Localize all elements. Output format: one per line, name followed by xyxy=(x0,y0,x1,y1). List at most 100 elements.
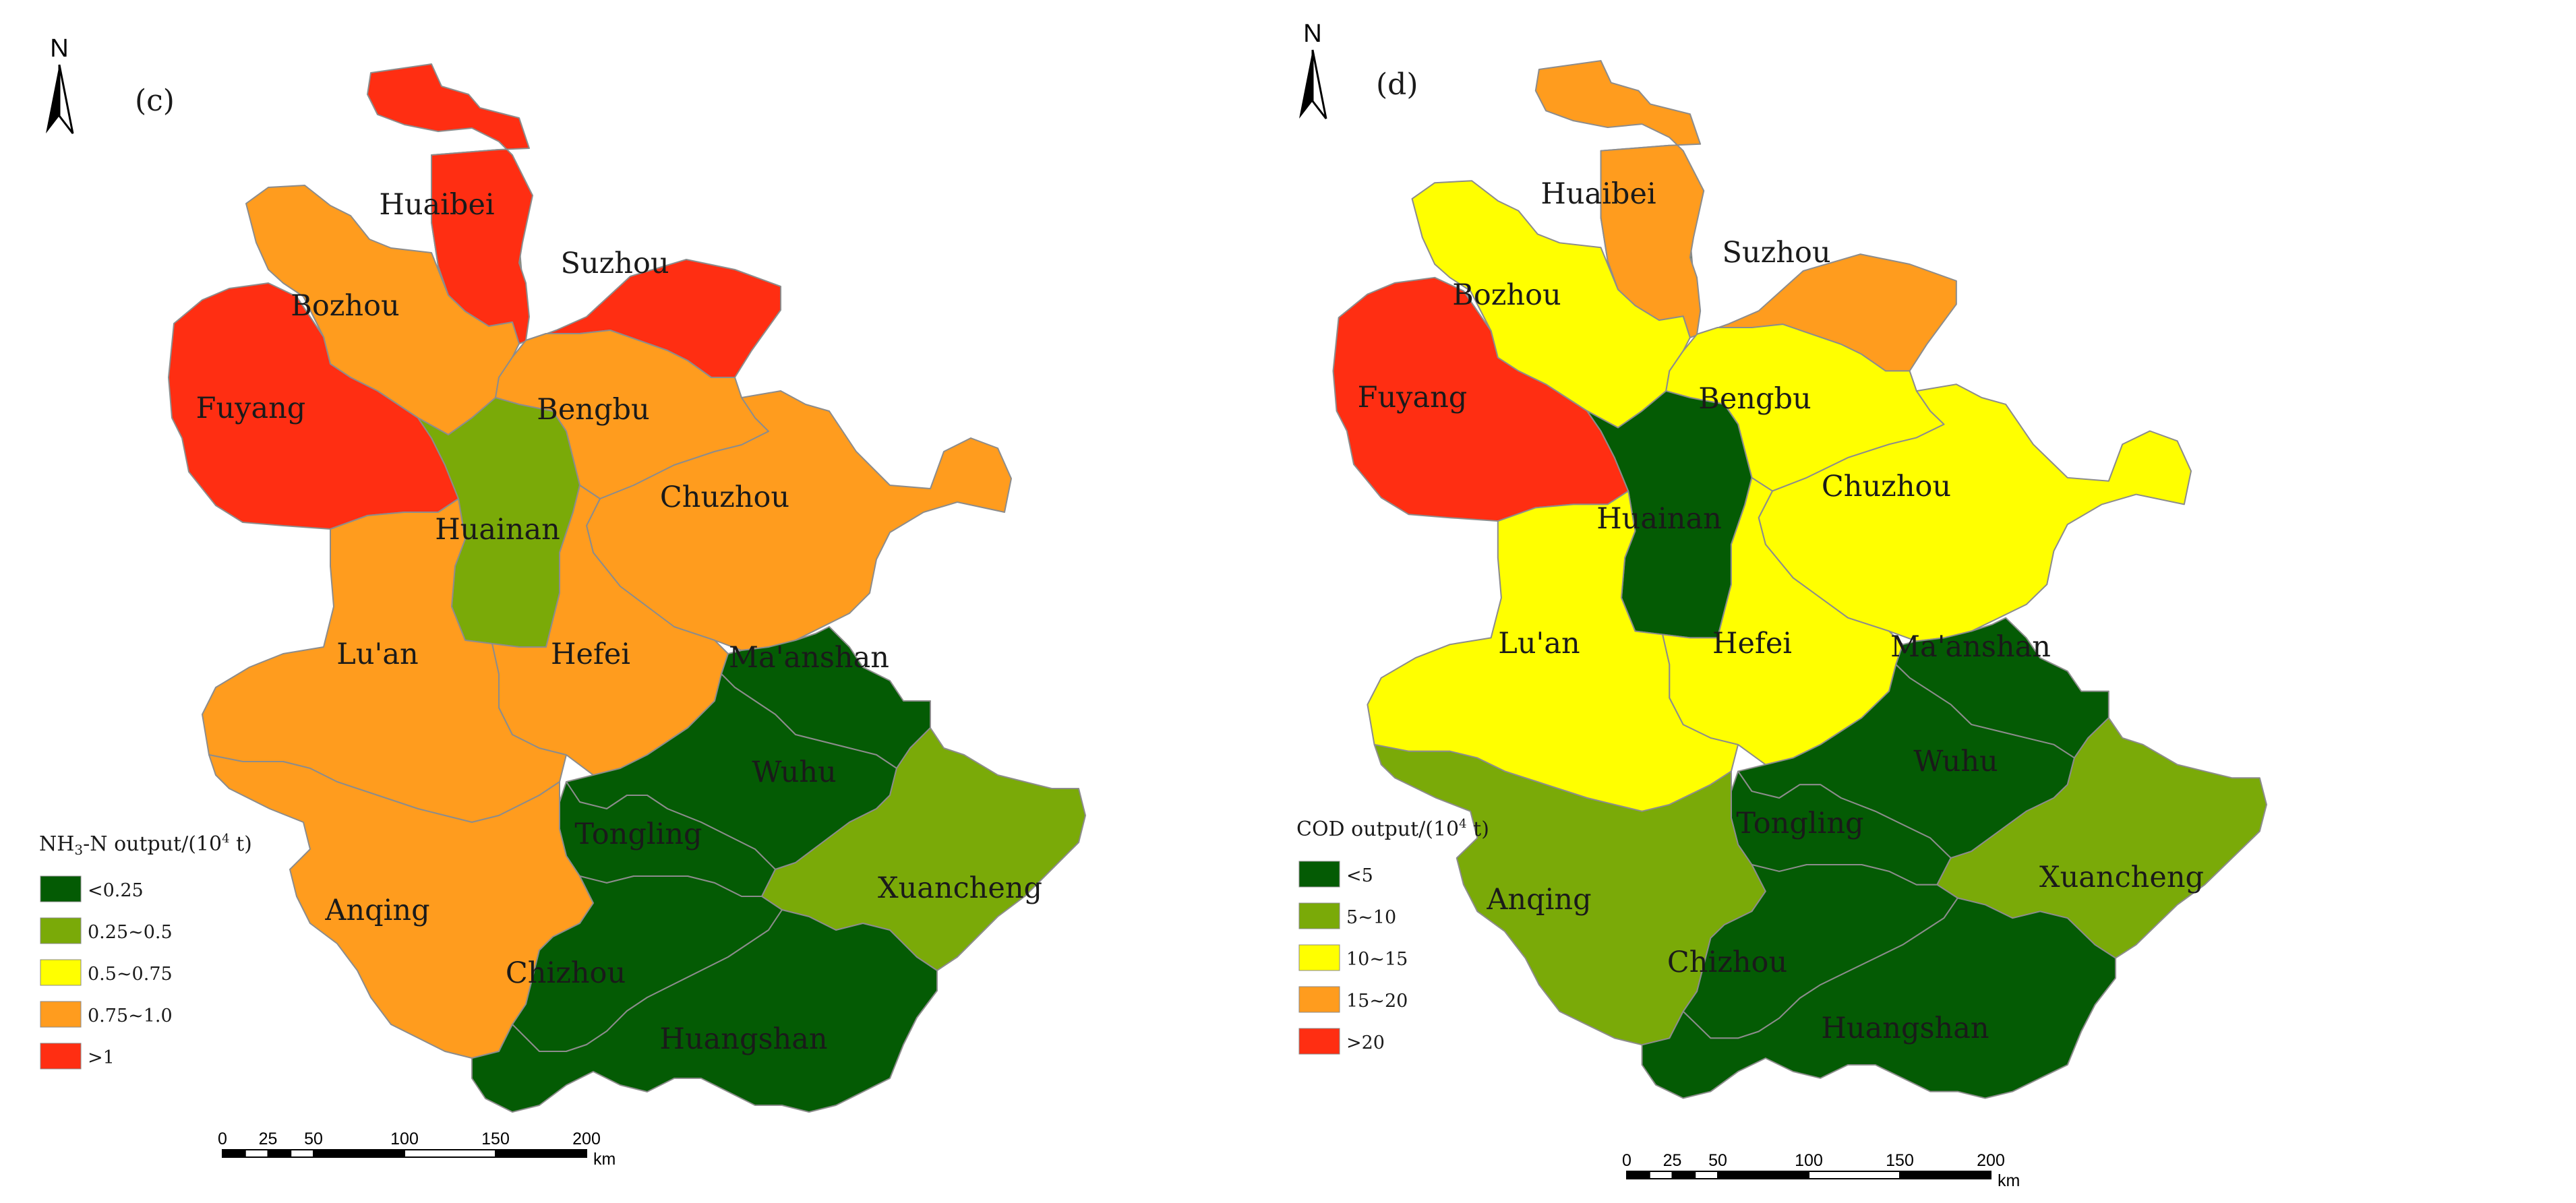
region-label-xuancheng: Xuancheng xyxy=(2039,861,2204,894)
region-label-fuyang: Fuyang xyxy=(196,392,306,425)
region-chuzhou xyxy=(1758,383,2192,642)
scale-bar-tick: 150 xyxy=(1886,1151,1914,1170)
region-label-ma-anshan: Ma'anshan xyxy=(729,641,889,675)
scale-bar-segment xyxy=(1808,1171,1900,1179)
region-label-tongling: Tongling xyxy=(574,818,702,851)
legend-swatch xyxy=(40,959,82,986)
region-label-wuhu: Wuhu xyxy=(752,755,837,789)
scale-bar-tick: 50 xyxy=(304,1130,323,1148)
region-label-ma-anshan: Ma'anshan xyxy=(1890,630,2051,664)
scale-bar-segment xyxy=(222,1149,246,1158)
region-label-lu-an: Lu'an xyxy=(336,638,418,671)
region-xuancheng xyxy=(761,727,1086,971)
scale-bar-segment xyxy=(1626,1171,1650,1179)
legend-items: <0.25 0.25~0.5 0.5~0.75 0.75~1.0 >1 xyxy=(40,875,173,1070)
legend-label: <0.25 xyxy=(88,880,144,901)
region-label-lu-an: Lu'an xyxy=(1498,627,1580,660)
north-arrow-icon: N xyxy=(1299,20,1327,119)
legend-swatch xyxy=(40,875,82,902)
region-label-chizhou: Chizhou xyxy=(506,956,626,990)
north-arrow-icon: N xyxy=(46,34,74,134)
legend-title: NH3-N output/(104 t) xyxy=(39,832,252,858)
region-label-xuancheng: Xuancheng xyxy=(878,871,1042,905)
region-xuancheng xyxy=(1936,717,2267,959)
scale-bar-tick: 200 xyxy=(572,1130,601,1148)
legend-label: <5 xyxy=(1346,865,1373,886)
region-label-huainan: Huainan xyxy=(435,513,560,547)
legend-label: 0.25~0.5 xyxy=(88,922,173,943)
scale-bar-tick: 100 xyxy=(1795,1151,1823,1170)
legend-items: <5 5~10 10~15 15~20 >20 xyxy=(1298,861,1408,1055)
north-arrow-letter: N xyxy=(1303,20,1321,48)
region-label-bengbu: Bengbu xyxy=(1698,382,1811,416)
region-label-huangshan: Huangshan xyxy=(1821,1012,1989,1045)
legend-swatch xyxy=(1298,861,1340,888)
region-label-fuyang: Fuyang xyxy=(1358,381,1468,414)
legend-label: >1 xyxy=(88,1047,115,1068)
map-panel-d: N (d) Huaibei Suzhou Bozhou Fuyang Bengbu Hua… xyxy=(1288,0,2576,1203)
region-label-huaibei: Huaibei xyxy=(379,188,494,222)
legend-swatch xyxy=(40,1043,82,1070)
scale-bar-tick: 25 xyxy=(259,1130,278,1148)
region-label-bozhou: Bozhou xyxy=(1452,278,1561,312)
map-panel-c: N (c) Huaibei Suzhou Bozhou Fuyang Bengbu Hua… xyxy=(39,34,1086,1169)
scale-bar-segment xyxy=(1648,1171,1673,1179)
legend-label: 5~10 xyxy=(1346,907,1396,928)
scale-bar-tick: 150 xyxy=(481,1130,510,1148)
scale-bar-segment xyxy=(1899,1171,1991,1179)
legend-label: >20 xyxy=(1346,1032,1385,1053)
legend-label: 0.75~1.0 xyxy=(88,1006,173,1026)
legend: COD output/(104 t) <5 5~10 10~15 15~20 >20 xyxy=(1296,817,1489,1055)
region-huangshan xyxy=(471,909,938,1113)
legend-swatch xyxy=(1298,1028,1340,1055)
region-label-suzhou: Suzhou xyxy=(1722,236,1830,270)
region-label-huainan: Huainan xyxy=(1596,502,1722,536)
region-label-hefei: Hefei xyxy=(1712,627,1792,660)
legend-swatch xyxy=(1298,986,1340,1013)
legend-label: 0.5~0.75 xyxy=(88,964,173,985)
region-suzhou xyxy=(1534,60,1957,372)
region-label-layer: Huaibei Suzhou Bozhou Fuyang Bengbu Huainan Ch… xyxy=(196,188,1042,1056)
region-label-chuzhou: Chuzhou xyxy=(1822,470,1951,503)
panel-label: (c) xyxy=(135,84,175,118)
region-label-hefei: Hefei xyxy=(551,638,630,671)
legend: NH3-N output/(104 t) <0.25 0.25~0.5 0.5~0.… xyxy=(39,832,252,1070)
region-label-chizhou: Chizhou xyxy=(1667,946,1787,979)
legend-title: COD output/(104 t) xyxy=(1296,817,1489,841)
scale-bar-tick: 0 xyxy=(218,1130,227,1148)
region-label-anqing: Anqing xyxy=(324,894,429,927)
region-huangshan xyxy=(1641,897,2117,1099)
region-hefei xyxy=(1662,476,1904,766)
region-chuzhou xyxy=(586,390,1012,651)
scale-bar-segment xyxy=(267,1149,292,1158)
scale-bar-tick: 50 xyxy=(1708,1151,1727,1170)
scale-bar-segment xyxy=(1671,1171,1696,1179)
scale-bar-tick: 100 xyxy=(390,1130,419,1148)
region-layer xyxy=(1332,60,2267,1099)
region-label-tongling: Tongling xyxy=(1736,807,1863,840)
scale-bar-tick: 200 xyxy=(1977,1151,2005,1170)
legend-swatch xyxy=(40,1001,82,1028)
region-suzhou xyxy=(367,63,781,378)
scale-bar-segment xyxy=(404,1149,496,1158)
scale-bar-segment xyxy=(495,1149,587,1158)
region-layer xyxy=(168,63,1086,1113)
scale-bar-segment xyxy=(1694,1171,1718,1179)
scale-bar-segment xyxy=(1717,1171,1809,1179)
region-label-wuhu: Wuhu xyxy=(1913,745,1998,778)
legend-label: 10~15 xyxy=(1346,949,1408,970)
region-label-huangshan: Huangshan xyxy=(659,1022,827,1056)
scale-bar-tick: 25 xyxy=(1663,1151,1682,1170)
scale-bar-tick: 0 xyxy=(1622,1151,1631,1170)
scale-bar-segment xyxy=(244,1149,269,1158)
legend-swatch xyxy=(40,917,82,944)
region-label-suzhou: Suzhou xyxy=(560,247,669,280)
region-label-bengbu: Bengbu xyxy=(537,393,650,427)
region-label-anqing: Anqing xyxy=(1486,883,1591,917)
scale-bar-segment xyxy=(290,1149,314,1158)
region-label-huaibei: Huaibei xyxy=(1540,177,1656,211)
